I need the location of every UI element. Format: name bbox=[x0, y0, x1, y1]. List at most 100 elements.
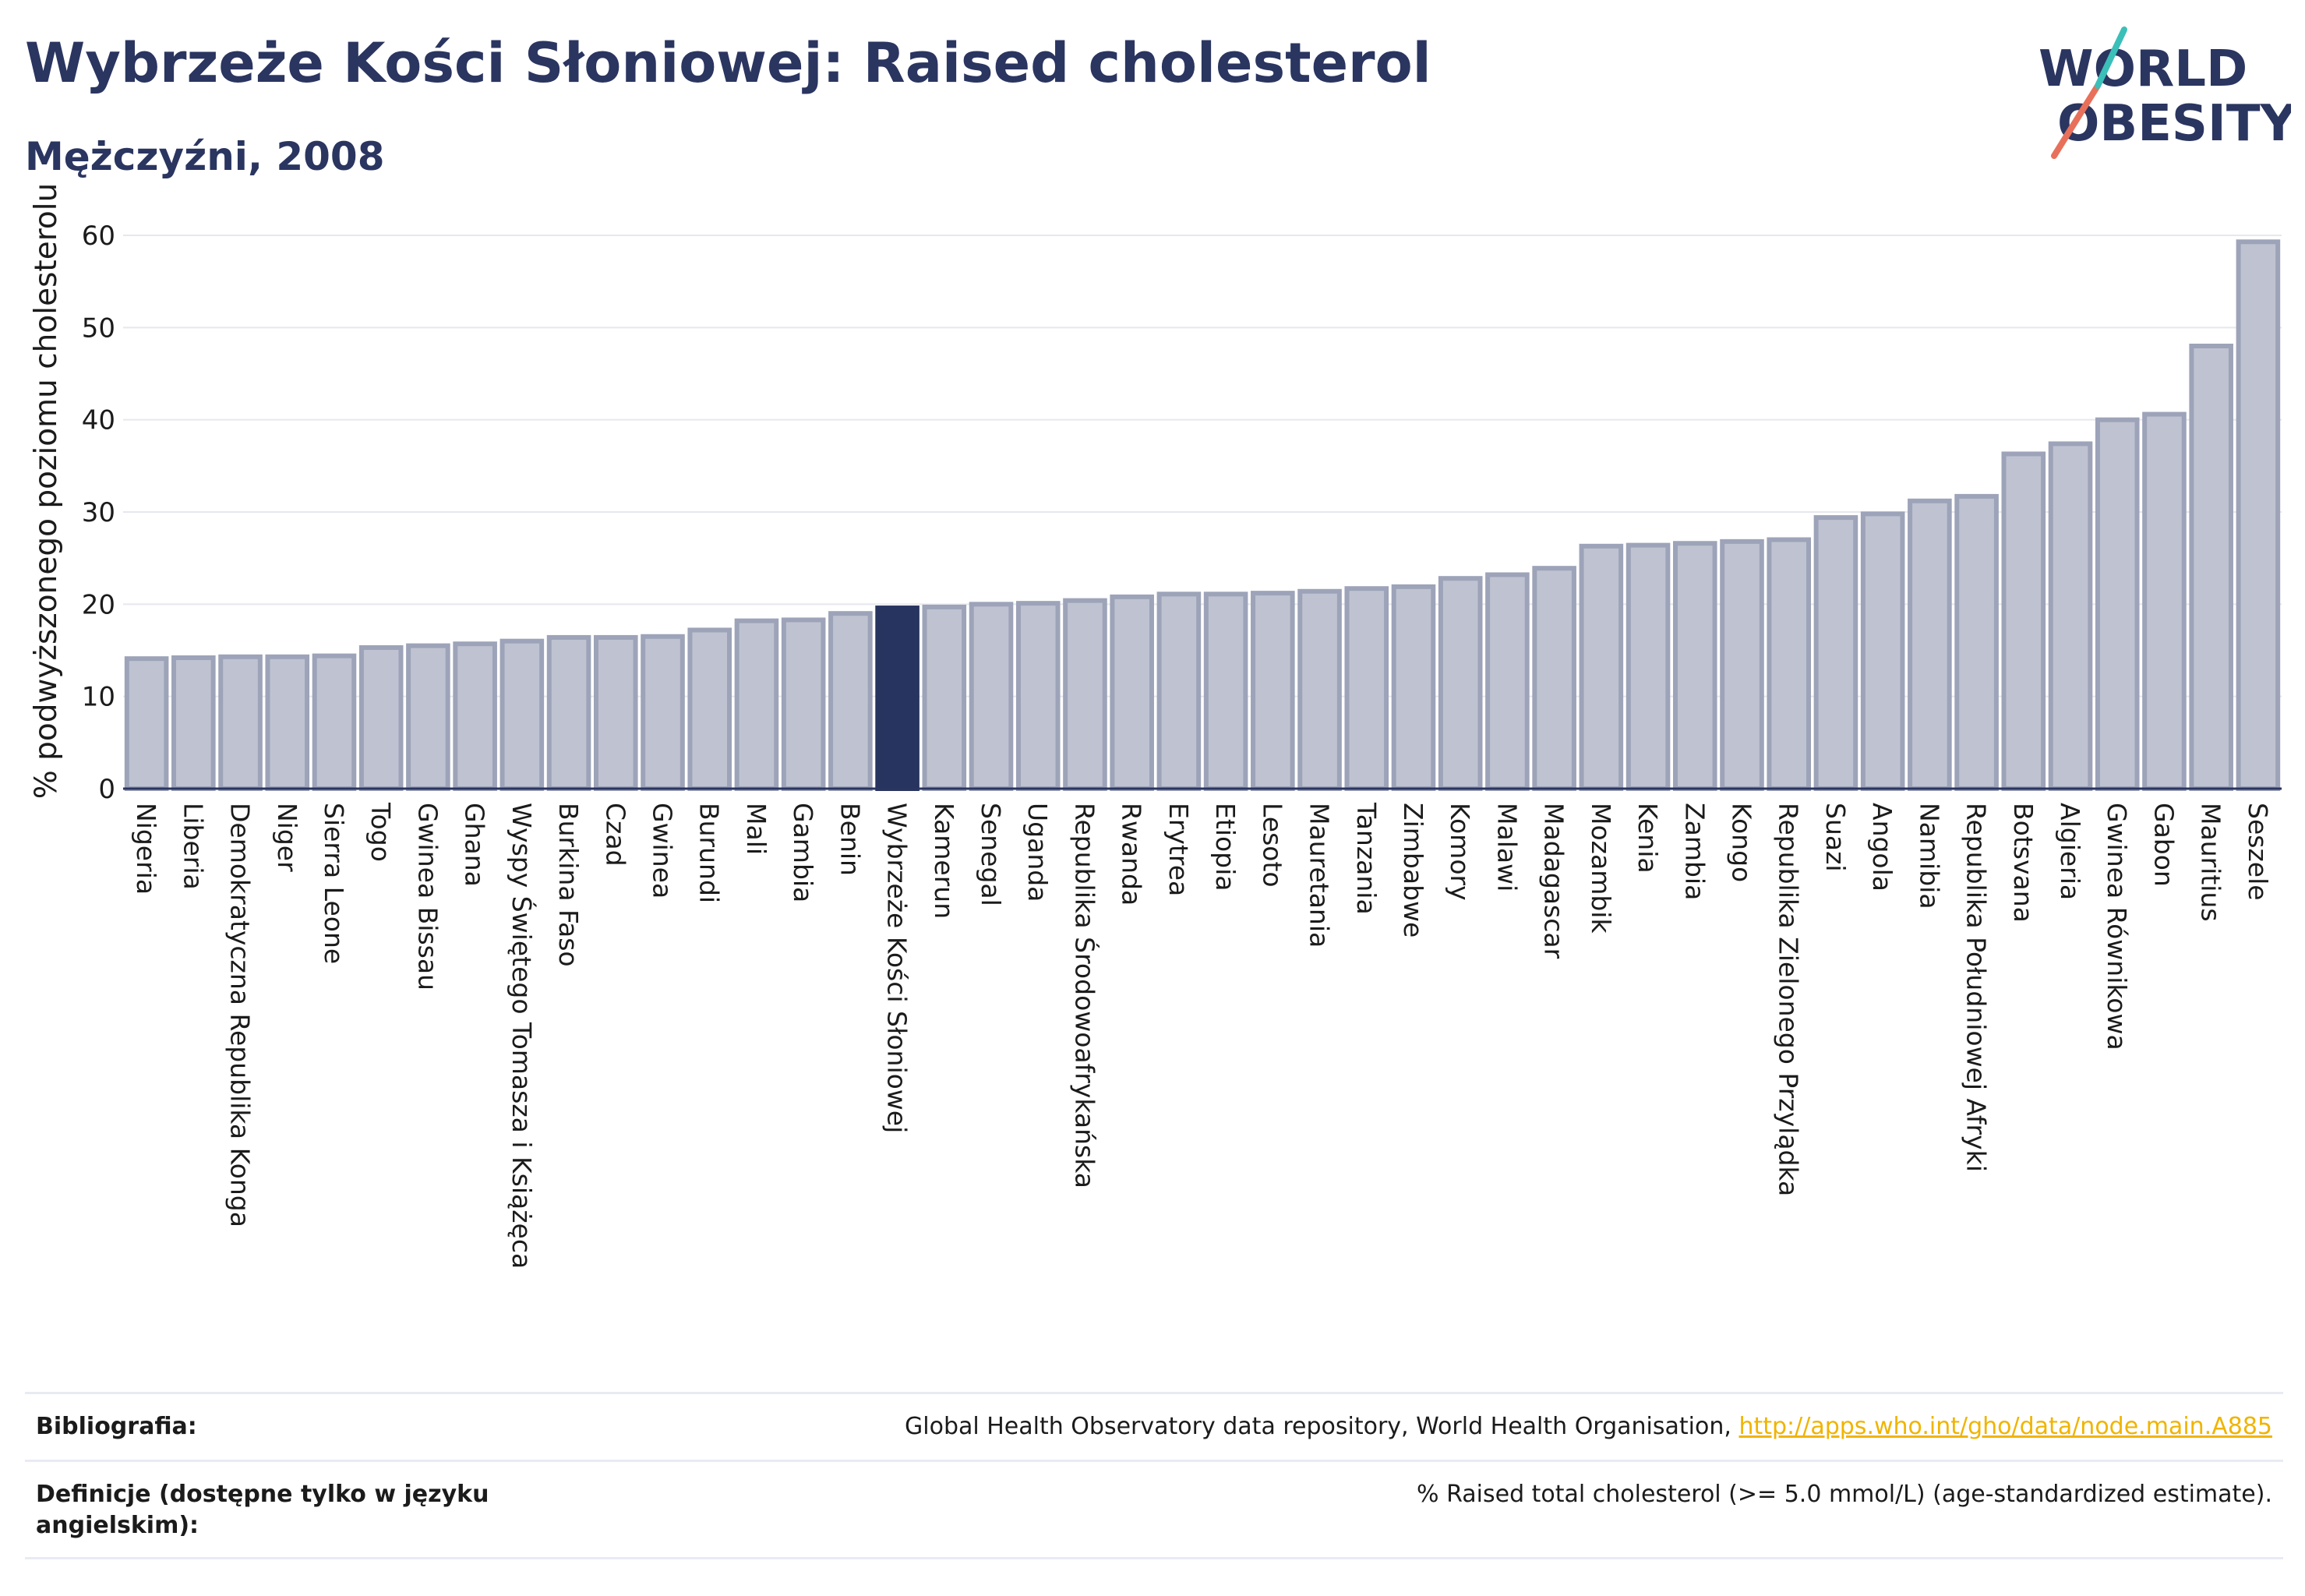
bar[interactable] bbox=[1672, 541, 1717, 791]
bar[interactable] bbox=[1391, 584, 1436, 791]
x-tick-label: Gwinea Równikowa bbox=[2102, 803, 2132, 1050]
logo-slash-teal bbox=[2095, 26, 2127, 89]
bar[interactable] bbox=[546, 634, 591, 792]
x-tick-label: Zambia bbox=[1679, 803, 1710, 900]
bar[interactable] bbox=[1485, 572, 1530, 791]
bar[interactable] bbox=[1438, 576, 1483, 791]
bar[interactable] bbox=[828, 611, 873, 792]
y-axis-ticks: 0 10 20 30 40 50 60 bbox=[82, 221, 115, 805]
x-tick-label: Demokratyczna Republika Konga bbox=[225, 803, 256, 1227]
x-tick-label: Wybrzeże Kości Słoniowej bbox=[882, 803, 912, 1133]
x-tick-label: Mauritius bbox=[2196, 803, 2226, 922]
x-tick-label: Togo bbox=[365, 802, 396, 862]
bar[interactable] bbox=[1908, 498, 1952, 791]
bar[interactable] bbox=[453, 641, 497, 792]
bar[interactable] bbox=[218, 654, 263, 791]
x-tick-label: Angola bbox=[1867, 803, 1897, 892]
bar[interactable] bbox=[1626, 542, 1671, 791]
y-tick-label: 20 bbox=[82, 589, 115, 620]
x-tick-label: Kamerun bbox=[929, 803, 959, 919]
x-tick-label: Czad bbox=[600, 803, 630, 867]
x-tick-label: Seszele bbox=[2243, 803, 2273, 901]
bar[interactable] bbox=[2189, 344, 2233, 791]
sources-text: Global Health Observatory data repositor… bbox=[905, 1413, 1739, 1440]
world-obesity-logo: WORLD OBESITY bbox=[2038, 26, 2291, 159]
footer-sources-row: Bibliografia: Global Health Observatory … bbox=[25, 1392, 2283, 1460]
bar[interactable] bbox=[1344, 586, 1389, 791]
y-axis-label: % podwyższonego poziomu cholesterolu bbox=[29, 183, 64, 800]
y-tick-label: 0 bbox=[98, 774, 115, 805]
bar[interactable] bbox=[1813, 515, 1858, 791]
logo-line-1: WORLD bbox=[2038, 41, 2247, 98]
x-tick-label: Mauretania bbox=[1304, 803, 1335, 948]
x-tick-label: Uganda bbox=[1022, 803, 1053, 902]
bar[interactable] bbox=[2001, 451, 2046, 791]
bar[interactable] bbox=[734, 618, 779, 792]
bar[interactable] bbox=[2048, 441, 2093, 792]
bar[interactable] bbox=[1156, 591, 1202, 791]
x-tick-label: Wyspy Świętego Tomasza i Książęca bbox=[507, 803, 538, 1269]
bar[interactable] bbox=[1297, 588, 1342, 791]
bar-highlighted[interactable] bbox=[875, 606, 920, 791]
bar[interactable] bbox=[969, 602, 1014, 791]
bar[interactable] bbox=[1720, 538, 1764, 791]
sources-label: Bibliografia: bbox=[36, 1413, 197, 1440]
bar[interactable] bbox=[1954, 493, 1999, 792]
bar[interactable] bbox=[2236, 239, 2281, 791]
bar[interactable] bbox=[1860, 511, 1905, 791]
x-tick-label: Burkina Faso bbox=[553, 803, 584, 967]
logo-line-2: OBESITY bbox=[2057, 95, 2291, 153]
bar[interactable] bbox=[1532, 566, 1576, 792]
x-tick-label: Republika Południowej Afryki bbox=[1961, 803, 1992, 1172]
x-tick-label: Gwinea bbox=[648, 803, 678, 899]
bar[interactable] bbox=[1063, 598, 1107, 791]
bar[interactable] bbox=[1015, 601, 1061, 792]
x-tick-label: Lesoto bbox=[1257, 803, 1287, 888]
bar[interactable] bbox=[406, 643, 450, 791]
chart-title: Wybrzeże Kości Słoniowej: Raised cholest… bbox=[25, 31, 1431, 95]
bars bbox=[124, 239, 2281, 792]
x-tick-label: Botsvana bbox=[2008, 803, 2038, 923]
x-tick-label: Ghana bbox=[460, 803, 490, 887]
bar[interactable] bbox=[687, 627, 732, 792]
x-tick-label: Benin bbox=[835, 803, 865, 876]
x-tick-label: Gambia bbox=[788, 803, 818, 902]
x-tick-label: Republika Zielonego Przylądka bbox=[1774, 803, 1804, 1196]
x-tick-label: Sierra Leone bbox=[319, 803, 349, 964]
bar[interactable] bbox=[2142, 411, 2187, 791]
x-tick-label: Gwinea Bissau bbox=[412, 803, 443, 990]
x-tick-label: Niger bbox=[272, 803, 302, 872]
bar[interactable] bbox=[499, 638, 545, 792]
x-tick-label: Republika Środowoafrykańska bbox=[1069, 803, 1100, 1188]
bar[interactable] bbox=[1767, 537, 1812, 791]
bar[interactable] bbox=[1579, 543, 1624, 791]
bar[interactable] bbox=[265, 654, 310, 791]
bar[interactable] bbox=[312, 653, 357, 791]
y-tick-label: 30 bbox=[82, 497, 115, 528]
sources-link[interactable]: http://apps.who.int/gho/data/node.main.A… bbox=[1738, 1413, 2272, 1440]
bar[interactable] bbox=[1203, 591, 1248, 791]
sources-value: Global Health Observatory data repositor… bbox=[905, 1411, 2272, 1442]
y-tick-label: 40 bbox=[82, 405, 115, 436]
bar[interactable] bbox=[124, 656, 169, 792]
bar[interactable] bbox=[641, 634, 685, 791]
x-tick-label: Nigeria bbox=[131, 803, 161, 895]
x-tick-label: Senegal bbox=[976, 803, 1006, 906]
bar[interactable] bbox=[358, 644, 404, 792]
x-tick-label: Rwanda bbox=[1117, 803, 1147, 906]
bar[interactable] bbox=[2095, 417, 2140, 792]
y-tick-label: 60 bbox=[82, 221, 115, 252]
bar[interactable] bbox=[922, 604, 967, 792]
definition-value: % Raised total cholesterol (>= 5.0 mmol/… bbox=[1417, 1481, 2272, 1508]
bar[interactable] bbox=[1251, 591, 1295, 792]
y-tick-label: 10 bbox=[82, 682, 115, 713]
bar[interactable] bbox=[781, 617, 826, 792]
x-tick-label: Erytrea bbox=[1163, 803, 1194, 896]
bar[interactable] bbox=[171, 655, 216, 792]
x-tick-label: Malawi bbox=[1491, 803, 1522, 892]
bar[interactable] bbox=[1110, 594, 1154, 791]
x-tick-label: Kongo bbox=[1727, 803, 1757, 882]
bar[interactable] bbox=[593, 634, 638, 792]
definition-label: Definicje (dostępne tylko w języku angie… bbox=[36, 1481, 489, 1539]
x-tick-label: Mozambik bbox=[1586, 803, 1616, 934]
